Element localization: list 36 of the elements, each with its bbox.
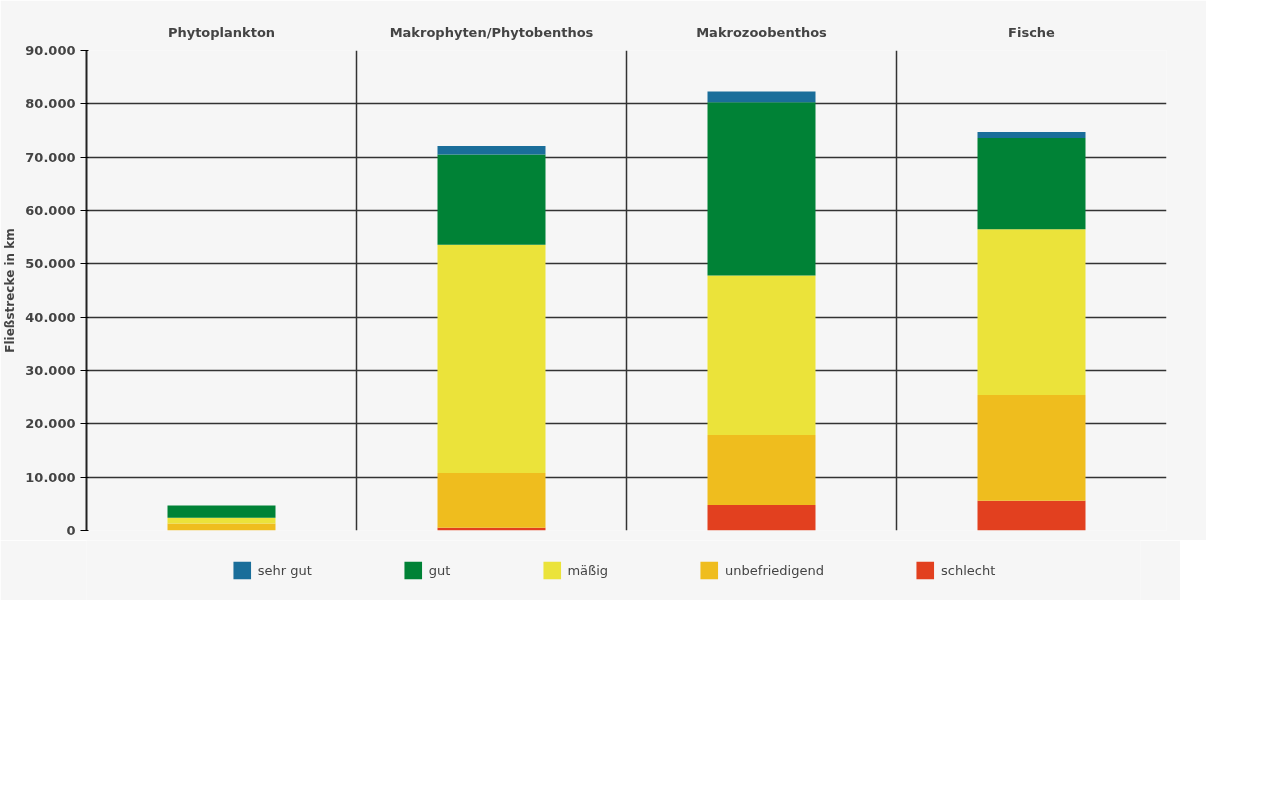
bar [977,500,1086,531]
y-tick-label: 80.000 [25,96,76,112]
bar [977,132,1086,138]
bar [707,504,816,531]
y-tick-label: 30.000 [25,363,76,378]
y-tick-label: 60.000 [25,203,76,218]
y-tick-label: 50.000 [25,256,76,272]
y-tick-label: 0 [66,523,76,538]
bar [707,91,816,103]
y-tick-label: 70.000 [25,149,76,165]
y-tick-label: 20.000 [25,416,76,432]
y-tick-label: 40.000 [25,309,76,325]
x-tick-label: Makrozoobenthos [696,24,828,40]
bar [977,137,1086,230]
legend-label: schlecht [940,562,996,578]
bar [707,275,816,436]
y-axis-title: Fließstrecke in km [3,228,18,353]
bar [977,229,1086,396]
bar [977,395,1086,501]
legend-label: gut [428,562,451,578]
bar [437,244,546,473]
y-tick-label: 90.000 [25,43,76,58]
legend-label: sehr gut [257,562,312,578]
bar [437,145,546,155]
bar [167,505,276,518]
bar [707,435,816,505]
x-tick-label: Phytoplankton [167,24,276,40]
x-tick-label: Fische [1008,24,1056,40]
bar [707,102,816,276]
bar [437,472,546,528]
bar [167,517,276,524]
legend-label: unbefriedigend [725,562,824,578]
y-tick-label: 10.000 [25,469,76,485]
legend-label: mäßig [567,562,609,578]
bar [437,154,546,245]
x-tick-label: Makrophyten/Phytobenthos [389,24,594,40]
